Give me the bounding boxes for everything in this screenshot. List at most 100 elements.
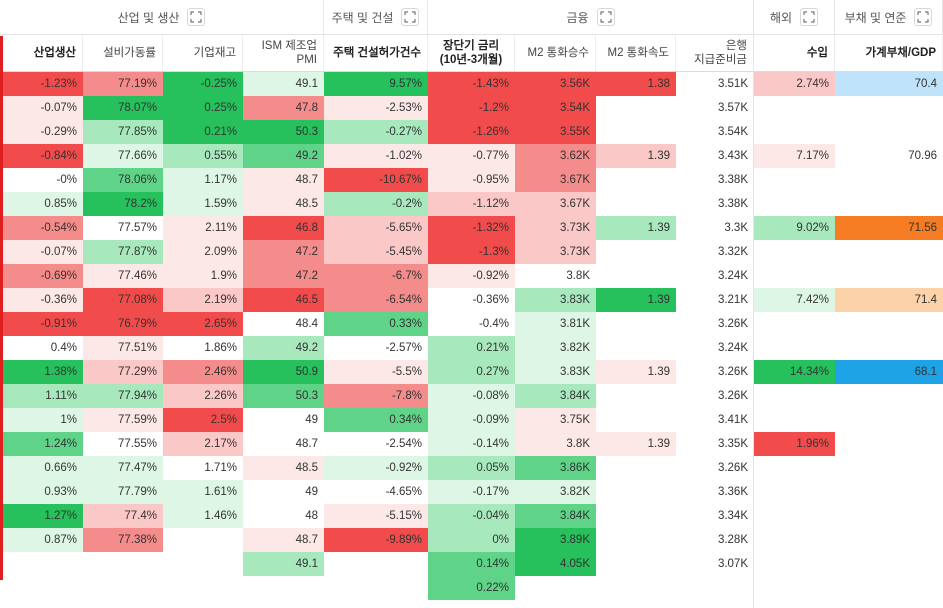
table-cell[interactable]: 0.22% [428,576,515,600]
table-cell[interactable]: 3.35K [717,438,748,450]
table-cell[interactable]: 77.19% [83,72,163,96]
table-cell[interactable]: 1.11% [0,384,83,408]
table-cell[interactable]: 3.83K [515,288,596,312]
table-cell[interactable]: -10.67% [324,168,428,192]
table-cell[interactable]: 1.46% [163,504,243,528]
table-cell[interactable]: 0.27% [428,360,515,384]
table-cell[interactable]: 0.33% [324,312,428,336]
table-cell[interactable]: -0.2% [324,192,428,216]
table-cell[interactable]: 2.17% [163,432,243,456]
expand-icon[interactable] [187,8,206,26]
column-header[interactable]: M2 통화승수 [515,35,596,71]
table-cell[interactable]: -6.54% [324,288,428,312]
column-header[interactable]: 설비가동률 [83,35,163,71]
table-cell[interactable]: 3.57K [717,102,748,114]
table-cell[interactable]: 3.28K [717,534,748,546]
table-cell[interactable]: -0.08% [428,384,515,408]
column-header[interactable]: 기업재고 [163,35,243,71]
table-cell[interactable]: -0.36% [472,294,509,306]
table-cell[interactable]: 3.55K [515,120,596,144]
table-cell[interactable]: 0.85% [0,192,83,216]
table-cell[interactable]: 50.3 [243,384,324,408]
table-cell[interactable]: 3.21K [717,294,748,306]
table-cell[interactable]: 48.4 [295,318,318,330]
table-cell[interactable]: 49 [305,486,318,498]
table-cell[interactable]: 49.2 [243,144,324,168]
table-cell[interactable]: -4.65% [385,486,422,498]
table-cell[interactable]: -1.32% [428,216,515,240]
table-cell[interactable]: -2.54% [385,438,422,450]
table-cell[interactable]: 77.38% [83,528,163,552]
column-header[interactable]: 주택 건설허가건수 [324,35,428,71]
table-cell[interactable]: 48.7 [295,438,318,450]
table-cell[interactable]: 1.96% [754,432,835,456]
table-cell[interactable]: 3.36K [717,486,748,498]
table-cell[interactable]: -0.77% [428,144,515,168]
table-cell[interactable]: 0.55% [163,144,243,168]
table-cell[interactable]: -5.45% [324,240,428,264]
table-cell[interactable]: 0.21% [163,120,243,144]
table-cell[interactable]: -0.04% [428,504,515,528]
column-header[interactable]: 수입 [754,35,835,71]
table-cell[interactable]: 3.82K [515,480,596,504]
table-cell[interactable]: 3.54K [717,126,748,138]
table-cell[interactable]: 14.34% [754,360,835,384]
expand-icon[interactable] [914,8,933,26]
table-cell[interactable]: 78.07% [83,96,163,120]
table-cell[interactable]: 1.71% [204,462,237,474]
table-cell[interactable]: 1.38% [0,360,83,384]
column-header[interactable]: 산업생산 [0,35,83,71]
table-cell[interactable]: 0.66% [0,456,83,480]
table-cell[interactable]: -1.26% [428,120,515,144]
table-cell[interactable]: 3.51K [717,78,748,90]
table-cell[interactable]: 2.5% [163,408,243,432]
table-cell[interactable]: 3.32K [717,246,748,258]
table-cell[interactable]: 0.93% [0,480,83,504]
table-cell[interactable]: 1.61% [163,480,243,504]
table-cell[interactable]: 1.39 [596,216,676,240]
table-cell[interactable]: 3.24K [717,270,748,282]
table-cell[interactable]: 1.39 [596,360,676,384]
table-cell[interactable]: 3.67K [515,192,596,216]
table-cell[interactable]: -0.29% [0,120,83,144]
table-cell[interactable]: -2.53% [324,96,428,120]
table-cell[interactable]: 2.11% [163,216,243,240]
table-cell[interactable]: 77.08% [83,288,163,312]
table-cell[interactable]: -0.17% [428,480,515,504]
table-cell[interactable]: 49.1 [243,72,324,96]
table-cell[interactable]: 49.2 [243,336,324,360]
table-cell[interactable]: -0.54% [0,216,83,240]
table-cell[interactable]: 1.59% [163,192,243,216]
table-cell[interactable]: 49.1 [243,552,324,576]
column-header[interactable]: 은행 지급준비금 [676,35,754,71]
table-cell[interactable]: 77.87% [83,240,163,264]
table-cell[interactable]: -5.5% [324,360,428,384]
table-cell[interactable]: 71.4 [835,288,943,312]
table-cell[interactable]: 3.26K [717,390,748,402]
table-cell[interactable]: 3.54K [515,96,596,120]
table-cell[interactable]: 3.3K [724,222,748,234]
table-cell[interactable]: 46.5 [243,288,324,312]
table-cell[interactable]: -7.8% [324,384,428,408]
table-cell[interactable]: 3.24K [717,342,748,354]
table-cell[interactable]: 78.2% [83,192,163,216]
table-cell[interactable]: 47.2 [243,240,324,264]
table-cell[interactable]: 0.21% [428,336,515,360]
table-cell[interactable]: 2.65% [163,312,243,336]
expand-icon[interactable] [401,8,420,26]
table-cell[interactable]: 3.86K [515,456,596,480]
column-header[interactable]: 가계부채/GDP [835,35,943,71]
table-cell[interactable]: 2.46% [163,360,243,384]
table-cell[interactable]: 77.4% [83,504,163,528]
table-cell[interactable]: 3.43K [717,150,748,162]
table-cell[interactable]: 9.02% [754,216,835,240]
table-cell[interactable]: 78.06% [83,168,163,192]
table-cell[interactable]: 50.9 [243,360,324,384]
table-cell[interactable]: 3.81K [515,312,596,336]
table-cell[interactable]: 48.7 [243,528,324,552]
table-cell[interactable]: -0.4% [478,318,509,330]
table-cell[interactable]: 77.79% [83,480,163,504]
table-cell[interactable]: 47.8 [243,96,324,120]
table-cell[interactable]: 3.67K [515,168,596,192]
table-cell[interactable]: 3.84K [515,504,596,528]
